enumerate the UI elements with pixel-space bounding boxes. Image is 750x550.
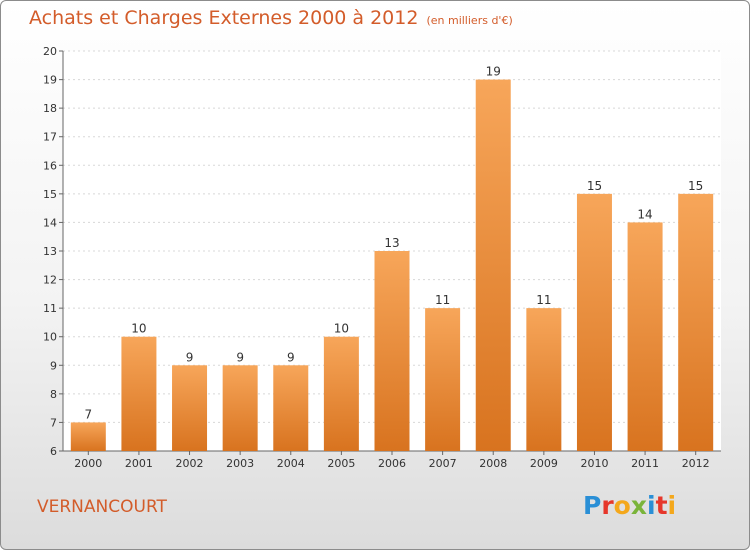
bar-value-label: 10 [131, 322, 146, 336]
logo-letter: i [647, 491, 656, 520]
logo-letter: x [630, 491, 647, 520]
logo-letter: o [613, 491, 631, 520]
x-tick-label: 2002 [176, 457, 204, 470]
logo-letter: r [601, 491, 614, 520]
y-tick-label: 18 [43, 102, 57, 115]
x-tick-label: 2003 [226, 457, 254, 470]
bar-value-label: 9 [287, 350, 295, 364]
bar-value-label: 15 [587, 179, 602, 193]
bar-value-label: 14 [637, 207, 652, 221]
bar [70, 422, 106, 451]
y-tick-label: 19 [43, 74, 57, 87]
bar [374, 251, 410, 451]
y-tick-label: 10 [43, 331, 57, 344]
x-tick-label: 2011 [631, 457, 659, 470]
bar [273, 365, 309, 451]
y-tick-label: 12 [43, 274, 57, 287]
y-tick-label: 20 [43, 45, 57, 58]
x-tick-label: 2012 [682, 457, 710, 470]
proxiti-logo: Proxiti [583, 491, 676, 520]
bar [121, 336, 157, 451]
bar [475, 79, 511, 452]
bar [678, 193, 714, 451]
x-tick-label: 2010 [580, 457, 608, 470]
bar [323, 336, 359, 451]
bar [222, 365, 258, 451]
x-tick-label: 2008 [479, 457, 507, 470]
y-tick-label: 9 [50, 359, 57, 372]
y-tick-label: 17 [43, 131, 57, 144]
y-tick-label: 13 [43, 245, 57, 258]
bar-value-label: 15 [688, 179, 703, 193]
y-tick-label: 11 [43, 302, 57, 315]
bar [425, 308, 461, 451]
bar-value-label: 9 [186, 350, 194, 364]
y-tick-label: 15 [43, 188, 57, 201]
bar-value-label: 10 [334, 322, 349, 336]
logo-letter: P [583, 491, 602, 520]
logo-letter: t [655, 491, 668, 520]
y-tick-label: 14 [43, 216, 57, 229]
logo-letter: i [667, 491, 677, 520]
x-tick-label: 2009 [530, 457, 558, 470]
bar-value-label: 11 [536, 293, 551, 307]
chart-title: Achats et Charges Externes 2000 à 2012 (e… [29, 7, 513, 29]
y-tick-label: 7 [50, 416, 57, 429]
x-tick-label: 2005 [327, 457, 355, 470]
bar [526, 308, 562, 451]
y-tick-label: 6 [50, 445, 57, 458]
bar-value-label: 9 [236, 350, 244, 364]
x-tick-label: 2001 [125, 457, 153, 470]
bar-value-label: 11 [435, 293, 450, 307]
chart-title-main: Achats et Charges Externes 2000 à 2012 [29, 7, 419, 29]
bar-value-label: 13 [384, 236, 399, 250]
x-tick-label: 2007 [429, 457, 457, 470]
commune-name: VERNANCOURT [37, 497, 167, 517]
x-tick-label: 2006 [378, 457, 406, 470]
x-tick-label: 2000 [74, 457, 102, 470]
y-tick-label: 16 [43, 159, 57, 172]
bar-value-label: 19 [486, 65, 501, 79]
bar [576, 193, 612, 451]
x-tick-label: 2004 [277, 457, 305, 470]
bar-value-label: 7 [84, 407, 92, 421]
y-tick-label: 8 [50, 388, 57, 401]
chart-title-unit: (en milliers d'€) [426, 14, 513, 27]
bar [627, 222, 663, 451]
bar [172, 365, 208, 451]
